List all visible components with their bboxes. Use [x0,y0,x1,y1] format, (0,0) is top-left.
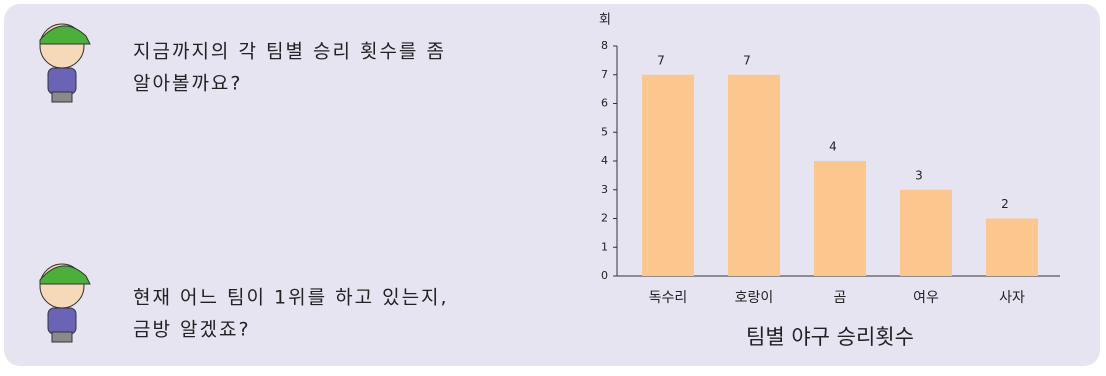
bar [728,74,780,276]
y-tick-label: 1 [601,240,608,253]
bar [642,74,694,276]
y-tick-label: 5 [601,125,608,138]
y-tick-label: 6 [601,97,608,110]
x-tick-label: 호랑이 [735,290,774,306]
bar [900,189,952,276]
x-tick-label: 여우 [913,290,939,306]
message-line: 금방 알겠죠? [133,319,251,341]
bar [986,218,1038,276]
value-label: 4 [829,140,837,154]
y-tick-label: 4 [601,154,608,167]
y-tick-label: 2 [601,212,608,225]
x-tick-label: 곰 [834,290,847,306]
bar [814,161,866,276]
message-line: 현재 어느 팀이 1위를 하고 있는지, [133,287,449,309]
y-axis-label: 회 [599,13,611,28]
chart-title: 팀별 야구 승리횟수 [746,325,914,349]
y-tick-label: 0 [601,269,608,282]
boy-icon [39,263,91,343]
y-tick-label: 8 [601,39,608,52]
x-tick-label: 사자 [999,290,1025,306]
value-label: 3 [915,168,923,182]
y-tick-label: 3 [601,183,608,196]
value-label: 7 [743,53,751,67]
message-line: 알아볼까요? [133,73,243,95]
y-tick-label: 7 [601,68,608,81]
message-line: 지금까지의 각 팀별 승리 횟수를 좀 [133,41,446,63]
value-label: 2 [1001,197,1009,211]
value-label: 7 [657,53,665,67]
boy-icon [39,23,91,103]
x-tick-label: 독수리 [649,290,688,306]
